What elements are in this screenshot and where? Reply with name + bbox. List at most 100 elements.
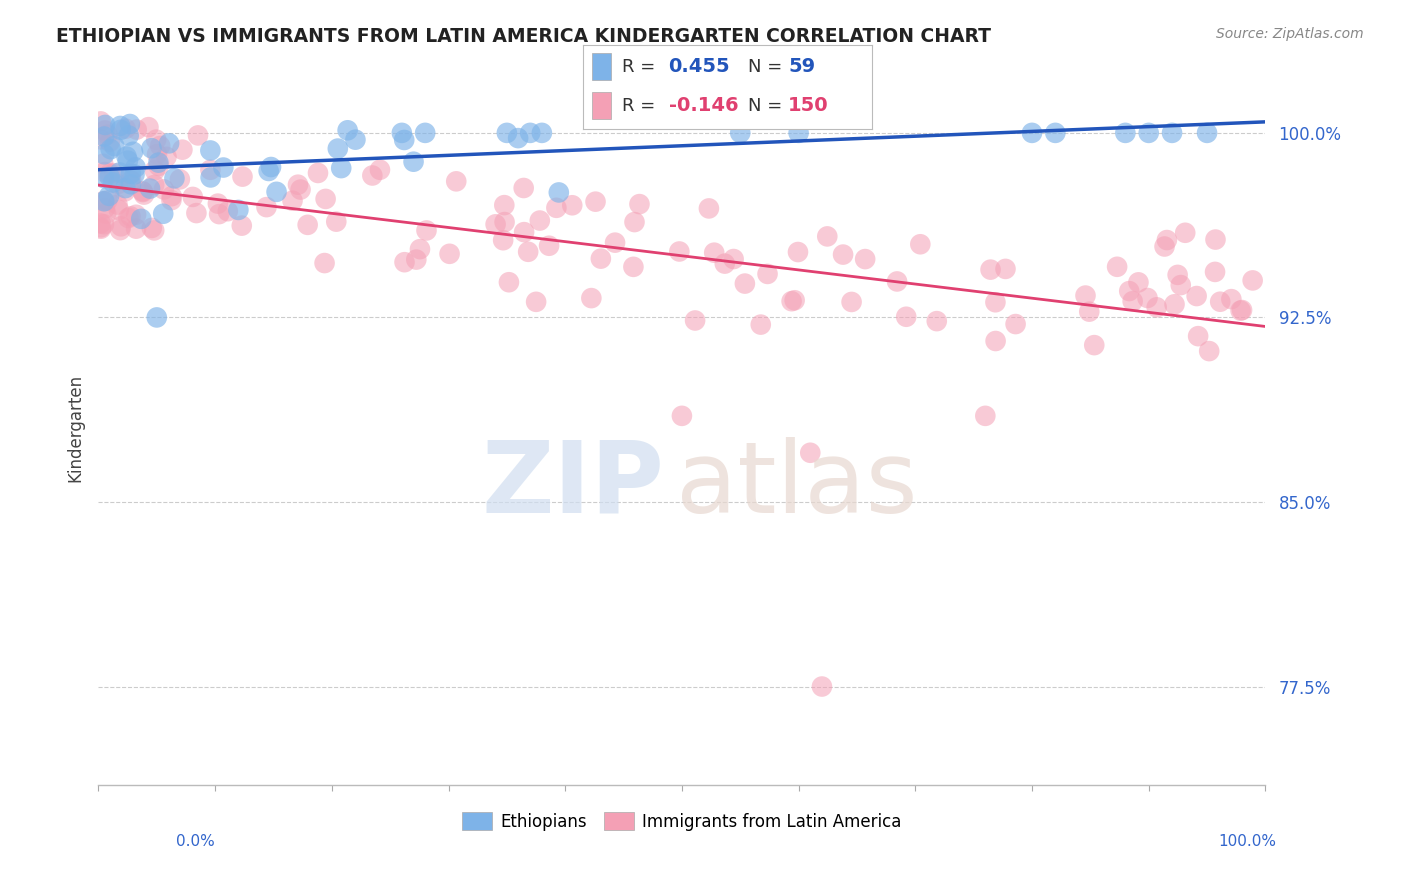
Point [1118, 284, 1140, 298]
Text: N =: N = [748, 96, 782, 114]
Point [787, 245, 810, 260]
Point [315, 192, 337, 206]
Point [125, 122, 148, 136]
Point [589, 252, 612, 266]
Point [143, 163, 166, 178]
Point [756, 267, 779, 281]
Point [186, 206, 208, 220]
Point [394, 133, 416, 147]
Point [114, 121, 136, 136]
Point [1078, 304, 1101, 318]
Point [671, 409, 693, 423]
Point [730, 126, 752, 140]
Point [110, 122, 132, 136]
Point [98, 169, 121, 184]
Point [120, 210, 142, 224]
Point [93, 194, 115, 209]
Point [1107, 260, 1129, 274]
Point [160, 193, 183, 207]
Point [561, 198, 583, 212]
Point [94, 202, 117, 216]
Point [115, 150, 138, 164]
Point [994, 261, 1017, 276]
Point [1128, 276, 1150, 290]
Point [94, 118, 117, 132]
Point [1114, 126, 1136, 140]
Point [603, 235, 626, 250]
Point [815, 229, 838, 244]
Point [143, 223, 166, 237]
Point [131, 184, 153, 198]
Text: N =: N = [748, 58, 782, 76]
Point [107, 177, 129, 191]
Point [93, 147, 115, 161]
Point [200, 170, 222, 185]
Point [146, 147, 169, 161]
Point [1204, 265, 1226, 279]
Point [498, 275, 520, 289]
Point [231, 169, 253, 184]
Point [120, 173, 142, 187]
Text: R =: R = [623, 58, 655, 76]
Point [496, 126, 519, 140]
Point [217, 204, 239, 219]
Point [98, 167, 121, 181]
Point [146, 310, 169, 325]
Point [108, 119, 131, 133]
Text: 150: 150 [789, 96, 828, 115]
Point [96, 194, 118, 208]
Point [517, 244, 540, 259]
Point [1156, 233, 1178, 247]
Point [297, 218, 319, 232]
Point [138, 120, 160, 135]
Point [1045, 126, 1067, 140]
Point [530, 126, 553, 140]
Point [723, 252, 745, 266]
Point [1167, 268, 1189, 282]
Point [98, 135, 121, 149]
Point [811, 680, 834, 694]
Point [1198, 344, 1220, 359]
Point [120, 167, 142, 181]
Point [208, 207, 231, 221]
Point [118, 128, 141, 143]
Point [1220, 292, 1243, 306]
Point [703, 245, 725, 260]
Point [628, 197, 651, 211]
Point [145, 133, 167, 147]
Point [124, 168, 146, 182]
Point [984, 334, 1007, 348]
Point [90, 114, 112, 128]
Point [1074, 288, 1097, 302]
Point [117, 153, 139, 168]
Point [100, 142, 122, 156]
Point [91, 157, 114, 171]
Point [980, 262, 1002, 277]
Point [361, 169, 384, 183]
Point [512, 181, 534, 195]
Point [344, 133, 367, 147]
Text: 59: 59 [789, 57, 815, 76]
Point [132, 187, 155, 202]
Point [439, 247, 461, 261]
Point [1205, 233, 1227, 247]
Point [141, 221, 163, 235]
Point [1241, 273, 1264, 287]
Point [326, 142, 349, 156]
Point [98, 189, 121, 203]
Point [93, 171, 115, 186]
Point [114, 185, 136, 199]
Point [108, 223, 131, 237]
Point [93, 129, 115, 144]
Point [148, 155, 170, 169]
Point [90, 216, 112, 230]
Point [513, 225, 536, 239]
Point [402, 154, 425, 169]
Point [90, 132, 112, 146]
Point [103, 139, 125, 153]
Point [1136, 291, 1159, 305]
Point [524, 294, 547, 309]
Point [260, 160, 283, 174]
Point [529, 213, 551, 227]
Point [799, 446, 821, 460]
